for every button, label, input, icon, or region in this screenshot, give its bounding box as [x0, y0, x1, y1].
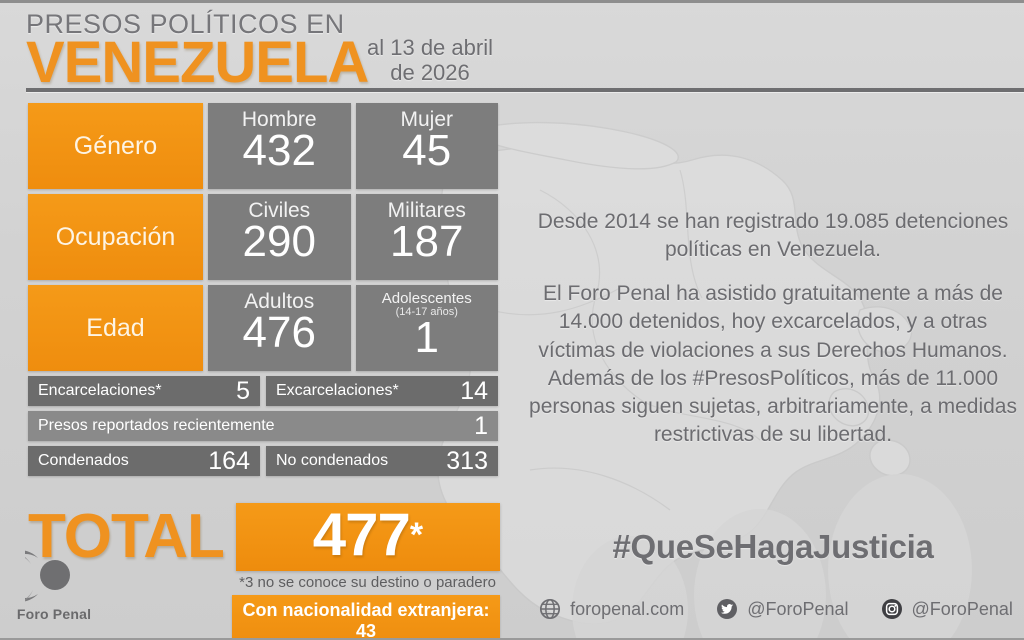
stat-sublabel-adolescentes: (14-17 años)	[395, 305, 458, 318]
stats-row-edad: Edad Adultos 476 Adolescentes (14-17 año…	[28, 285, 498, 371]
total-footnote: *3 no se conoce su destino o paradero	[239, 574, 496, 591]
stat-bar-value-no-condenados: 313	[446, 446, 488, 475]
total-section: TOTAL 477 * *3 no se conoce su destino o …	[28, 503, 500, 640]
description-text: Desde 2014 se han registrado 19.085 dete…	[528, 208, 1018, 449]
header-date-line1: al 13 de abril	[367, 35, 493, 60]
stat-bar-label-no-condenados: No condenados	[276, 452, 389, 469]
paragraph-1: Desde 2014 se han registrado 19.085 dete…	[537, 210, 1009, 262]
total-asterisk: *	[409, 515, 424, 554]
stat-bar-value-excarcelaciones: 14	[460, 376, 488, 405]
stat-label-civiles: Civiles	[248, 199, 311, 222]
stat-label-hombre: Hombre	[241, 108, 317, 131]
header-kicker: PRESOS POLÍTICOS EN	[26, 9, 345, 39]
foro-penal-circle-icon	[8, 548, 100, 604]
stat-bar-label-presos-reportados: Presos reportados recientemente	[38, 417, 275, 434]
stat-bar-condenados: Condenados 164	[28, 446, 260, 476]
stat-bar-label-excarcelaciones: Excarcelaciones*	[276, 382, 399, 399]
stat-bar-row-reportados: Presos reportados recientemente 1	[28, 411, 498, 441]
stat-bar-row-condenados: Condenados 164 No condenados 313	[28, 446, 498, 476]
stat-value-civiles: 290	[242, 217, 316, 267]
category-label-genero: Género	[28, 103, 203, 189]
total-word: TOTAL	[28, 502, 225, 571]
social-footer: foropenal.com @ForoPenal @ForoPenal	[528, 598, 1024, 620]
campaign-hashtag: #QueSeHagaJusticia	[612, 528, 934, 565]
stat-bar-no-condenados: No condenados 313	[266, 446, 498, 476]
stat-cell-hombre: Hombre 432	[208, 103, 351, 189]
foreign-nationality-bar: Con nacionalidad extranjera: 43	[232, 595, 500, 640]
globe-icon	[539, 598, 561, 620]
header-date: al 13 de abril de 2026	[345, 35, 515, 85]
venezuela-map-watermark	[430, 10, 1024, 640]
stat-value-adultos: 476	[242, 308, 316, 358]
category-label-edad: Edad	[28, 285, 203, 371]
stat-cell-adultos: Adultos 476	[208, 285, 351, 371]
stat-bar-encarcelaciones: Encarcelaciones* 5	[28, 376, 260, 406]
category-label-ocupacion: Ocupación	[28, 194, 203, 280]
total-value: 477	[312, 501, 411, 568]
twitter-handle[interactable]: @ForoPenal	[747, 598, 849, 619]
stat-bar-value-condenados: 164	[208, 446, 250, 475]
paragraph-2: El Foro Penal ha asistido gratuitamente …	[529, 282, 1017, 446]
stats-grid: Género Hombre 432 Mujer 45 Ocupación Civ…	[28, 103, 498, 481]
stats-row-genero: Género Hombre 432 Mujer 45	[28, 103, 498, 189]
stat-label-militares: Militares	[387, 199, 466, 222]
website-label[interactable]: foropenal.com	[570, 598, 685, 619]
stat-label-adultos: Adultos	[244, 290, 315, 313]
foro-penal-logo-text: Foro Penal	[16, 606, 92, 622]
twitter-icon	[716, 598, 738, 620]
stat-bar-value-presos-reportados: 1	[474, 411, 488, 440]
stat-cell-adolescentes: Adolescentes (14-17 años) 1	[355, 285, 498, 371]
stat-bar-presos-reportados: Presos reportados recientemente 1	[28, 411, 498, 441]
stat-cell-mujer: Mujer 45	[355, 103, 498, 189]
poster-header: PRESOS POLÍTICOS EN VENEZUELA	[26, 9, 369, 96]
instagram-icon	[881, 598, 903, 620]
stat-bar-label-encarcelaciones: Encarcelaciones*	[38, 382, 162, 399]
header-title: VENEZUELA	[26, 30, 369, 96]
stats-row-ocupacion: Ocupación Civiles 290 Militares 187	[28, 194, 498, 280]
stat-label-mujer: Mujer	[400, 108, 453, 131]
instagram-handle[interactable]: @ForoPenal	[911, 598, 1013, 619]
stat-bar-excarcelaciones: Excarcelaciones* 14	[266, 376, 498, 406]
stat-bar-row-encarcelaciones: Encarcelaciones* 5 Excarcelaciones* 14	[28, 376, 498, 406]
stat-value-hombre: 432	[242, 126, 316, 176]
total-value-box: 477 *	[235, 501, 500, 571]
header-date-line2: de 2026	[390, 59, 470, 85]
stat-label-adolescentes: Adolescentes	[381, 290, 472, 307]
total-line: TOTAL 477 *	[28, 503, 500, 571]
stat-cell-militares: Militares 187	[355, 194, 498, 280]
header-divider-rule	[26, 88, 1024, 92]
stat-bar-label-condenados: Condenados	[38, 452, 129, 469]
stat-cell-civiles: Civiles 290	[208, 194, 351, 280]
stat-value-adolescentes: 1	[414, 312, 439, 362]
stat-value-militares: 187	[390, 217, 464, 267]
foro-penal-logo: Foro Penal	[8, 548, 100, 622]
stat-bar-value-encarcelaciones: 5	[236, 376, 250, 405]
stat-value-mujer: 45	[402, 126, 452, 176]
